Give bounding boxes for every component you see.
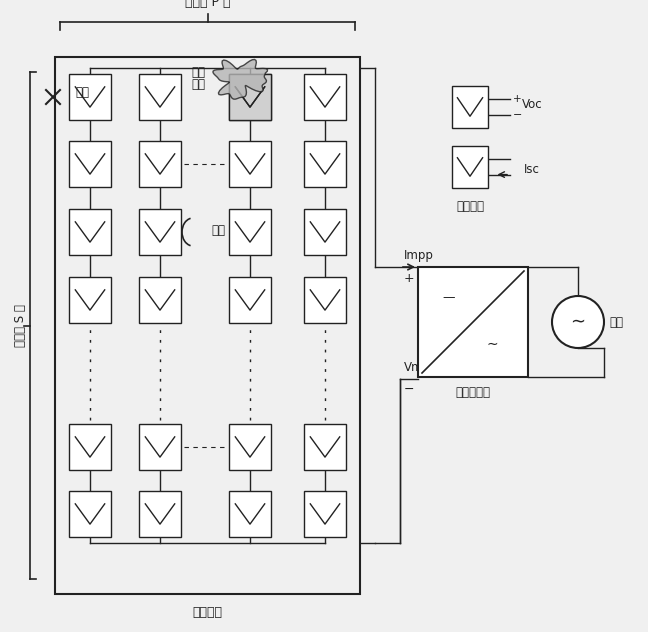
- Text: Isc: Isc: [524, 162, 540, 176]
- Bar: [304, 491, 346, 537]
- Text: ∼: ∼: [570, 313, 586, 331]
- Bar: [304, 277, 346, 323]
- Bar: [139, 424, 181, 470]
- Bar: [69, 209, 111, 255]
- Text: ∼: ∼: [487, 337, 498, 351]
- Bar: [139, 277, 181, 323]
- Bar: [69, 141, 111, 187]
- Text: Vmpp: Vmpp: [404, 360, 439, 374]
- Bar: [229, 424, 271, 470]
- Text: 串联数 S 个: 串联数 S 个: [14, 304, 27, 347]
- Bar: [452, 146, 488, 188]
- Bar: [229, 209, 271, 255]
- Text: 光伏阵列: 光伏阵列: [192, 605, 222, 619]
- Bar: [69, 277, 111, 323]
- Bar: [229, 141, 271, 187]
- Bar: [69, 424, 111, 470]
- Bar: [304, 74, 346, 120]
- Bar: [452, 86, 488, 128]
- Text: 电网: 电网: [609, 315, 623, 329]
- Text: 光伏模块: 光伏模块: [456, 200, 484, 212]
- Bar: [304, 209, 346, 255]
- Bar: [69, 491, 111, 537]
- Bar: [69, 74, 111, 120]
- Text: —: —: [443, 291, 455, 304]
- Text: +: +: [404, 272, 415, 286]
- Text: 并网逆变器: 并网逆变器: [456, 387, 491, 399]
- Bar: [139, 491, 181, 537]
- Bar: [304, 141, 346, 187]
- Bar: [304, 424, 346, 470]
- Bar: [139, 74, 181, 120]
- Text: −: −: [513, 109, 522, 119]
- Text: 阴影: 阴影: [191, 78, 205, 92]
- Bar: [139, 209, 181, 255]
- Text: Impp: Impp: [404, 248, 434, 262]
- Bar: [229, 74, 271, 120]
- Bar: [418, 267, 528, 377]
- Bar: [229, 74, 271, 120]
- Text: 短路: 短路: [211, 224, 225, 236]
- Bar: [55, 57, 360, 594]
- Polygon shape: [213, 59, 268, 99]
- Bar: [139, 141, 181, 187]
- Bar: [229, 277, 271, 323]
- Circle shape: [552, 296, 604, 348]
- Text: −: −: [404, 382, 415, 396]
- Text: 开路: 开路: [75, 87, 89, 99]
- Text: 并联数 P 个: 并联数 P 个: [185, 0, 230, 8]
- Bar: [229, 491, 271, 537]
- Text: Voc: Voc: [522, 99, 542, 111]
- Text: 硬性: 硬性: [191, 66, 205, 80]
- Text: +: +: [513, 94, 522, 104]
